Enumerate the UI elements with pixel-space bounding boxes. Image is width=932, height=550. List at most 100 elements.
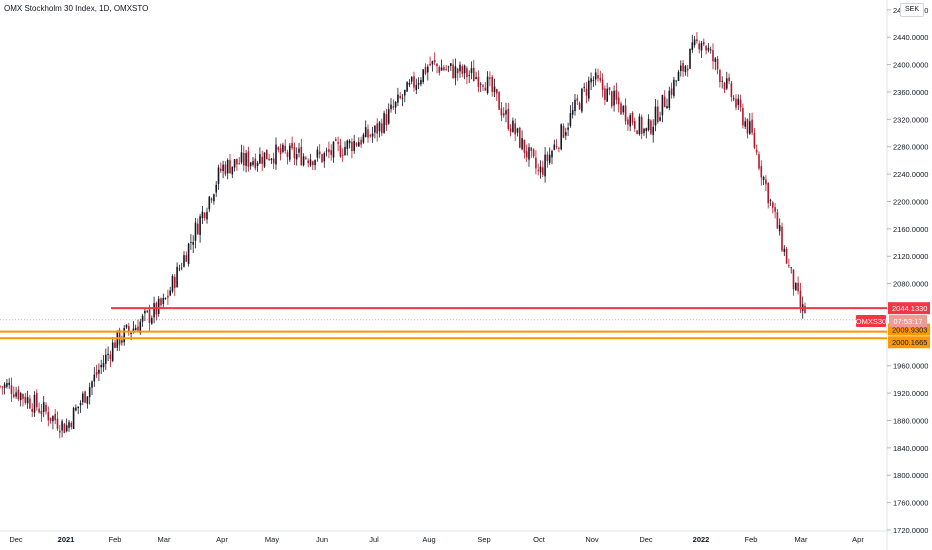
candle-body — [606, 88, 608, 102]
y-tick-label: 2240.0000 — [893, 170, 928, 179]
y-tick-label: 1960.0000 — [893, 362, 928, 371]
candle-body — [167, 295, 169, 298]
candle-body — [417, 82, 420, 85]
candle-body — [482, 85, 484, 87]
countdown-text: 07:53:17 — [893, 317, 922, 326]
candle-body — [183, 255, 185, 267]
candle-body — [443, 67, 445, 71]
price-axis[interactable]: 1720.0000 1760.0000 1800.0000 1840.0000 1880… — [887, 6, 928, 535]
candle-body — [192, 242, 194, 245]
x-tick-label: 2022 — [693, 535, 710, 544]
candle-body — [15, 392, 17, 397]
candle-body — [77, 406, 79, 408]
candle-body — [652, 126, 654, 135]
plot-area[interactable] — [0, 32, 887, 439]
y-tick-label: 2360.0000 — [893, 88, 928, 97]
candle-body — [479, 83, 482, 85]
candle-body — [100, 364, 102, 368]
candle-body — [6, 383, 8, 387]
candle-body — [765, 179, 767, 185]
candle-body — [521, 138, 523, 150]
candle-body — [215, 184, 217, 193]
candle-body — [742, 107, 744, 126]
candle-body — [45, 404, 47, 412]
candle-body — [95, 372, 98, 375]
y-tick-label: 1760.0000 — [893, 499, 928, 508]
time-axis[interactable]: Dec 2021 Feb Mar Apr May Jun Jul Aug Sep Oct Nov Dec… — [9, 535, 864, 544]
candle-body — [799, 290, 802, 309]
level-price-box — [888, 336, 930, 349]
candle-body — [282, 144, 284, 152]
candle-body — [385, 114, 388, 125]
candle-body — [440, 67, 443, 71]
candle-body — [567, 127, 569, 130]
candle-body — [325, 150, 328, 152]
candle-body — [525, 151, 528, 158]
candle-body — [475, 77, 477, 79]
candle-body — [307, 160, 309, 164]
candle-body — [509, 128, 512, 132]
candle-body — [332, 141, 335, 158]
y-tick-label: 2320.0000 — [893, 115, 928, 124]
candle-body — [24, 396, 27, 403]
candle-body — [680, 65, 682, 72]
candle-body — [611, 91, 613, 107]
candle-body — [114, 342, 116, 348]
candle-body — [654, 106, 657, 126]
candle-body — [767, 183, 769, 204]
candle-body — [590, 78, 592, 83]
candle-body — [790, 267, 792, 269]
candle-body — [647, 118, 650, 130]
x-tick-label: May — [265, 535, 279, 544]
candle-body — [289, 145, 291, 160]
candle-body — [712, 50, 714, 62]
countdown-box — [889, 315, 927, 327]
candle-body — [604, 88, 606, 100]
candle-body — [433, 59, 436, 63]
candle-body — [723, 82, 726, 90]
x-tick-label: Aug — [422, 535, 435, 544]
candle-body — [330, 150, 332, 155]
candle-body — [597, 75, 599, 79]
level-price-label: 2009.9303 — [892, 326, 927, 335]
candle-body — [351, 141, 353, 152]
candle-body — [321, 154, 323, 163]
candle-body — [52, 415, 54, 422]
currency-button[interactable]: SEK — [900, 3, 924, 17]
candle-body — [542, 167, 544, 175]
candle-body — [323, 153, 326, 162]
candle-body — [102, 363, 105, 368]
candle-body — [157, 298, 160, 314]
candle-body — [463, 65, 466, 74]
candle-body — [427, 66, 429, 73]
candle-body — [519, 127, 521, 148]
candle-body — [624, 105, 627, 122]
horizontal-levels: 2044.1330 2009.9303 2000.1665 — [0, 302, 930, 349]
candle-body — [190, 242, 192, 243]
candle-body — [13, 394, 15, 397]
candle-body — [569, 113, 572, 126]
candle-body — [26, 397, 29, 404]
candle-body — [88, 387, 91, 398]
candle-body — [298, 148, 300, 153]
candle-body — [8, 382, 10, 385]
candle-body — [270, 158, 273, 161]
candle-body — [627, 119, 629, 125]
candle-body — [512, 120, 514, 133]
candle-body — [360, 139, 362, 145]
candle-body — [206, 211, 208, 220]
candle-body — [256, 162, 259, 166]
candle-body — [666, 106, 668, 109]
candle-body — [601, 79, 604, 90]
candle-body — [130, 332, 132, 335]
candle-body — [49, 417, 52, 421]
candle-body — [785, 248, 788, 264]
candle-body — [486, 76, 489, 94]
candle-body — [19, 393, 22, 401]
candle-body — [272, 158, 275, 164]
candle-body — [59, 430, 61, 433]
candle-body — [470, 67, 473, 73]
candle-body — [254, 158, 257, 169]
symbol-price-label: OMXS30 07:53:17 — [856, 315, 927, 327]
